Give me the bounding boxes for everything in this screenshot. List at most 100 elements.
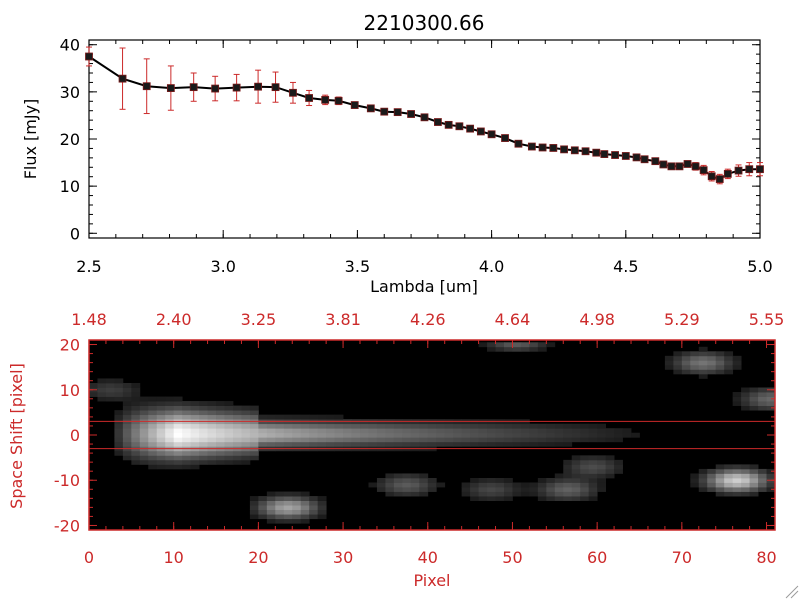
image-pixel (190, 437, 200, 443)
image-pixel (326, 432, 336, 438)
image-pixel (563, 428, 573, 434)
image-pixel (597, 473, 607, 479)
image-pixel (207, 401, 217, 406)
image-pixel (182, 464, 192, 470)
image-pixel (139, 459, 149, 465)
image-pixel (207, 459, 217, 465)
image-pixel (156, 441, 166, 447)
image-pixel (165, 437, 175, 443)
image-pixel (182, 428, 192, 434)
image-pixel (266, 414, 276, 420)
image-pixel (588, 491, 598, 497)
image-pixel (444, 428, 454, 434)
image-pixel (148, 459, 158, 465)
image-pixel (309, 414, 319, 420)
image-pixel (114, 396, 124, 402)
image-pixel (385, 482, 395, 488)
image-pixel (478, 441, 488, 447)
image-pixel (461, 428, 471, 434)
image-pixel (749, 487, 759, 492)
image-pixel (580, 473, 590, 479)
image-pixel (232, 455, 242, 461)
image-pixel (165, 428, 175, 434)
image-pixel (376, 423, 386, 429)
image-pixel (173, 428, 183, 434)
image-pixel (402, 482, 412, 488)
image-pixel (495, 423, 505, 429)
image-pixel (216, 432, 225, 438)
image-pixel (470, 432, 479, 438)
image-pixel (461, 487, 471, 492)
image-pixel (266, 428, 276, 434)
image-pixel (173, 423, 183, 429)
image-pixel (283, 496, 293, 501)
image-pixel (173, 396, 183, 402)
image-pixel (470, 487, 479, 492)
image-pixel (292, 505, 302, 511)
image-pixel (292, 428, 302, 434)
x-tick-label: 2.5 (76, 257, 101, 276)
resize-grip-icon[interactable] (785, 585, 799, 599)
image-pixel (495, 482, 505, 488)
image-pixel (741, 468, 750, 474)
image-pixel (597, 437, 607, 443)
image-pixel (283, 518, 293, 524)
image-pixel (503, 477, 513, 483)
image-pixel (249, 414, 259, 420)
image-pixel (520, 346, 530, 352)
image-pixel (165, 459, 175, 465)
image-pixel (470, 437, 479, 443)
image-pixel (351, 423, 361, 429)
image-pixel (715, 482, 725, 488)
image-pixel (122, 405, 132, 411)
image-pixel (529, 437, 539, 443)
data-point (380, 107, 389, 116)
image-pixel (190, 414, 200, 420)
image-pixel (580, 487, 590, 492)
image-pixel (503, 342, 513, 348)
data-point (501, 134, 509, 142)
image-pixel (334, 428, 344, 434)
image-pixel (681, 360, 691, 366)
image-pixel (554, 491, 564, 497)
image-pixel (368, 428, 378, 434)
image-pixel (681, 355, 691, 361)
image-pixel (232, 414, 242, 420)
image-pixel (275, 423, 285, 429)
image-pixel (122, 396, 132, 402)
x-tick-label: 3.0 (210, 257, 235, 276)
image-pixel (622, 432, 632, 438)
image-pixel (165, 464, 175, 470)
image-pixel (444, 437, 454, 443)
image-pixel (546, 496, 556, 501)
image-pixel (588, 455, 598, 461)
image-pixel (580, 496, 590, 501)
image-pixel (732, 477, 742, 483)
data-point (118, 74, 127, 83)
image-pixel (131, 392, 141, 397)
image-pixel (199, 410, 208, 416)
image-pixel (207, 410, 217, 416)
image-pixel (698, 364, 708, 370)
image-pixel (105, 378, 115, 384)
image-pixel (207, 423, 217, 429)
image-pixel (139, 423, 149, 429)
image-pixel (512, 491, 522, 497)
image-pixel (190, 401, 200, 406)
image-pixel (376, 487, 386, 492)
data-point (592, 148, 601, 157)
image-pixel (249, 428, 259, 434)
image-pixel (317, 505, 327, 511)
image-pixel (741, 464, 750, 470)
image-pixel (173, 464, 183, 470)
image-pixel (131, 423, 141, 429)
image-pixel (605, 459, 615, 465)
image-pixel (741, 477, 750, 483)
image-pixel (122, 423, 132, 429)
image-pixel (300, 514, 310, 520)
image-pixel (309, 432, 319, 438)
image-pixel (444, 432, 454, 438)
image-pixel (453, 441, 463, 447)
image-pixel (410, 491, 420, 497)
image-pixel (571, 468, 581, 474)
